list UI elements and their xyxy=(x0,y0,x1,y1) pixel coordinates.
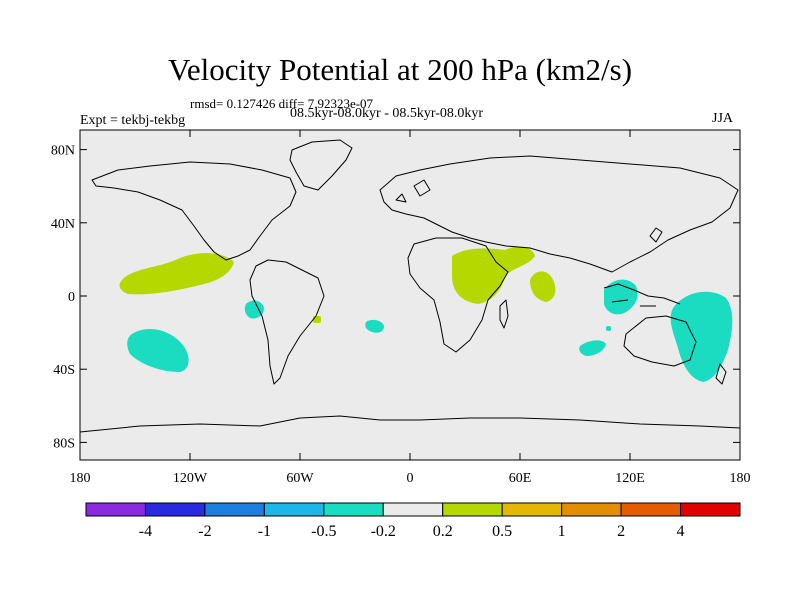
map-background xyxy=(80,130,740,460)
japan-coast xyxy=(649,227,663,243)
colorbar-label: -0.5 xyxy=(311,523,336,540)
colorbar-swatch xyxy=(442,502,503,517)
south-atlantic-negative-region xyxy=(365,319,384,333)
australia-pacific-negative-region xyxy=(670,291,733,382)
lon-label: 0 xyxy=(407,471,414,486)
colorbar-swatch xyxy=(561,502,622,517)
maritime-continent-coast xyxy=(603,283,681,307)
lat-label: 40N xyxy=(51,217,75,232)
africa-positive-region xyxy=(452,246,535,304)
stats-text: rmsd= 0.127426 diff= 7.92323e-07 xyxy=(190,96,374,111)
east-pacific-negative-region xyxy=(244,300,264,319)
colorbar: -4 -2 -1 -0.5 -0.2 0.2 0.5 1 2 4 xyxy=(85,502,741,540)
south-pacific-negative-region xyxy=(127,329,189,372)
chart-title: Velocity Potential at 200 hPa (km2/s) xyxy=(167,52,633,87)
colorbar-label: -0.2 xyxy=(371,523,396,540)
british-isles-coast xyxy=(395,179,431,203)
colorbar-label: 1 xyxy=(558,523,566,540)
lat-label: 80S xyxy=(53,436,75,451)
pacific-positive-region xyxy=(119,253,234,295)
indian-ocean-positive-region xyxy=(530,271,556,302)
colorbar-swatch xyxy=(204,502,265,517)
south-america-coast xyxy=(249,259,325,385)
colorbar-swatch xyxy=(323,502,384,517)
lat-label: 80N xyxy=(51,144,75,159)
colorbar-label: 4 xyxy=(677,523,685,540)
colorbar-swatch xyxy=(382,502,444,517)
australia-coast xyxy=(623,315,697,367)
colorbar-label: -2 xyxy=(198,523,211,540)
latitude-axis: 80N 40N 0 40S 80S xyxy=(51,144,740,451)
colorbar-label: 0.5 xyxy=(492,523,512,540)
antarctica-coast xyxy=(79,415,741,433)
colorbar-swatch xyxy=(144,502,206,517)
experiment-label: Expt = tekbj-tekbg xyxy=(80,113,186,128)
lon-label: 120W xyxy=(173,471,208,486)
colorbar-label: -4 xyxy=(139,523,152,540)
lon-label: 180 xyxy=(70,471,91,486)
small-negative-spot xyxy=(606,326,611,331)
subtitle: 08.5kyr-08.0kyr - 08.5kyr-08.0kyr xyxy=(290,106,484,121)
north-america-coast xyxy=(91,161,297,261)
lon-label: 120E xyxy=(615,471,645,486)
colorbar-swatch xyxy=(263,502,325,517)
season-label: JJA xyxy=(712,111,734,126)
colorbar-swatch xyxy=(501,502,563,517)
colorbar-label: 2 xyxy=(617,523,625,540)
africa-coast xyxy=(407,237,509,353)
atlantic-positive-spot xyxy=(313,316,321,323)
madagascar-coast xyxy=(499,299,509,329)
colorbar-swatch xyxy=(620,502,682,517)
positive-anomaly-regions xyxy=(119,246,556,323)
colorbar-swatch xyxy=(680,502,741,517)
lon-label: 60E xyxy=(509,471,532,486)
coastlines xyxy=(79,139,741,433)
new-zealand-coast xyxy=(715,363,727,385)
colorbar-swatch xyxy=(85,502,146,517)
longitude-axis: 180 120W 60W 0 60E 120E 180 xyxy=(70,130,751,486)
colorbar-label: 0.2 xyxy=(433,523,453,540)
eurasia-coast xyxy=(379,155,739,273)
lat-label: 40S xyxy=(53,363,75,378)
negative-anomaly-regions xyxy=(127,279,733,382)
southern-indian-negative-region xyxy=(579,340,606,356)
lon-label: 180 xyxy=(730,471,751,486)
greenland-coast xyxy=(289,139,353,191)
colorbar-label: -1 xyxy=(258,523,271,540)
lat-label: 0 xyxy=(68,290,75,305)
lon-label: 60W xyxy=(286,471,314,486)
